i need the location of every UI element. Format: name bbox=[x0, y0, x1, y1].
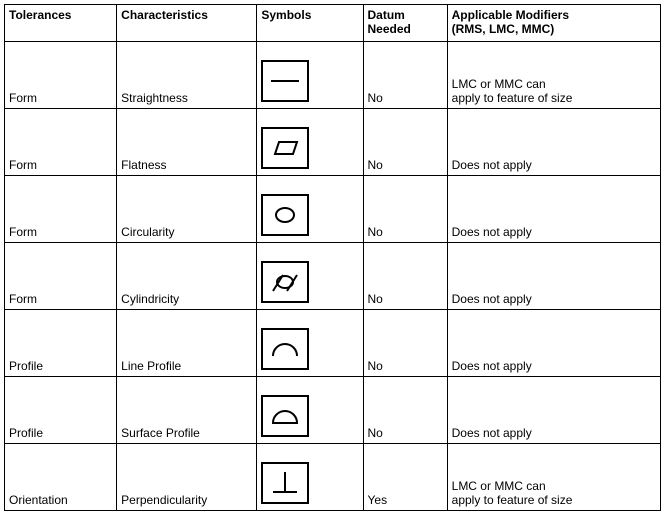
cell-characteristic: Line Profile bbox=[117, 310, 257, 377]
cell-tolerance: Form bbox=[5, 176, 117, 243]
cell-datum: No bbox=[363, 377, 447, 444]
perpendicularity-icon bbox=[261, 462, 309, 504]
col-header-symbols: Symbols bbox=[257, 5, 363, 42]
cell-characteristic: Flatness bbox=[117, 109, 257, 176]
col-header-tolerances: Tolerances bbox=[5, 5, 117, 42]
straightness-icon bbox=[261, 60, 309, 102]
cell-modifier: LMC or MMC canapply to feature of size bbox=[447, 444, 660, 511]
cell-characteristic: Surface Profile bbox=[117, 377, 257, 444]
cell-characteristic: Straightness bbox=[117, 42, 257, 109]
col-header-datum: DatumNeeded bbox=[363, 5, 447, 42]
table-row: FormStraightness NoLMC or MMC canapply to… bbox=[5, 42, 661, 109]
circularity-icon bbox=[261, 194, 309, 236]
table-row: OrientationPerpendicularity YesLMC or MMC… bbox=[5, 444, 661, 511]
surface-profile-icon bbox=[261, 395, 309, 437]
col-header-characteristics: Characteristics bbox=[117, 5, 257, 42]
cylindricity-icon bbox=[261, 261, 309, 303]
cell-datum: No bbox=[363, 243, 447, 310]
cell-tolerance: Form bbox=[5, 243, 117, 310]
cell-datum: No bbox=[363, 310, 447, 377]
table-row: FormFlatness NoDoes not apply bbox=[5, 109, 661, 176]
cell-symbol bbox=[257, 377, 363, 444]
cell-tolerance: Orientation bbox=[5, 444, 117, 511]
cell-modifier: LMC or MMC canapply to feature of size bbox=[447, 42, 660, 109]
cell-tolerance: Form bbox=[5, 109, 117, 176]
cell-symbol bbox=[257, 109, 363, 176]
col-header-modifiers: Applicable Modifiers(RMS, LMC, MMC) bbox=[447, 5, 660, 42]
table-row: ProfileSurface Profile NoDoes not apply bbox=[5, 377, 661, 444]
gdt-tolerance-table: Tolerances Characteristics Symbols Datum… bbox=[4, 4, 661, 511]
cell-modifier: Does not apply bbox=[447, 310, 660, 377]
cell-tolerance: Profile bbox=[5, 377, 117, 444]
cell-modifier: Does not apply bbox=[447, 243, 660, 310]
cell-datum: No bbox=[363, 109, 447, 176]
table-row: FormCircularity NoDoes not apply bbox=[5, 176, 661, 243]
cell-characteristic: Perpendicularity bbox=[117, 444, 257, 511]
table-row: ProfileLine Profile NoDoes not apply bbox=[5, 310, 661, 377]
cell-symbol bbox=[257, 444, 363, 511]
cell-tolerance: Profile bbox=[5, 310, 117, 377]
cell-symbol bbox=[257, 42, 363, 109]
cell-datum: No bbox=[363, 42, 447, 109]
cell-characteristic: Cylindricity bbox=[117, 243, 257, 310]
cell-symbol bbox=[257, 176, 363, 243]
table-header-row: Tolerances Characteristics Symbols Datum… bbox=[5, 5, 661, 42]
cell-modifier: Does not apply bbox=[447, 176, 660, 243]
cell-characteristic: Circularity bbox=[117, 176, 257, 243]
cell-modifier: Does not apply bbox=[447, 109, 660, 176]
cell-symbol bbox=[257, 243, 363, 310]
cell-symbol bbox=[257, 310, 363, 377]
cell-tolerance: Form bbox=[5, 42, 117, 109]
table-row: FormCylindricity NoDoes not apply bbox=[5, 243, 661, 310]
line-profile-icon bbox=[261, 328, 309, 370]
col-header-modifiers-text: Applicable Modifiers(RMS, LMC, MMC) bbox=[452, 8, 569, 36]
flatness-icon bbox=[261, 127, 309, 169]
cell-datum: Yes bbox=[363, 444, 447, 511]
col-header-datum-text: DatumNeeded bbox=[368, 8, 411, 36]
cell-datum: No bbox=[363, 176, 447, 243]
cell-modifier: Does not apply bbox=[447, 377, 660, 444]
